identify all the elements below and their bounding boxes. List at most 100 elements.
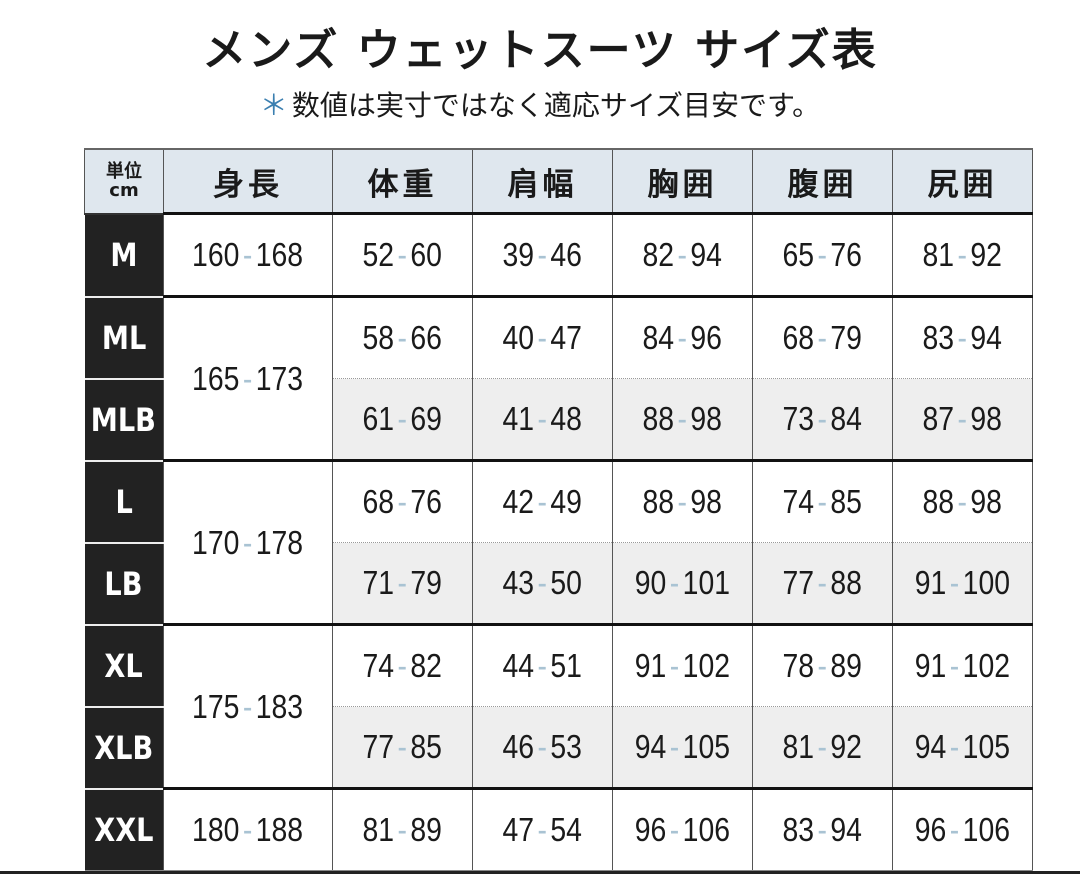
range-max: 100 — [962, 564, 1011, 601]
waist-range: 83-94 — [783, 811, 862, 849]
range-dash: - — [537, 811, 548, 848]
range-min: 77 — [362, 728, 395, 765]
table-row: XXL 180-188 81-89 47-54 96-106 83-94 96-106 — [84, 787, 1033, 871]
weight-cell: 77-85 — [332, 706, 473, 789]
chest-range: 90-101 — [635, 564, 730, 602]
height-cell: 175-183 — [163, 623, 333, 789]
range-dash: - — [397, 811, 408, 848]
range-max: 102 — [682, 647, 731, 684]
hip-range: 94-105 — [915, 728, 1010, 766]
range-min: 83 — [922, 319, 955, 356]
range-dash: - — [817, 483, 828, 520]
height-range: 180-188 — [192, 811, 303, 849]
range-max: 105 — [682, 728, 731, 765]
weight-cell: 52-60 — [332, 212, 473, 297]
range-max: 98 — [690, 483, 723, 520]
table-row: LB 71-79 43-50 90-101 77-88 91-100 — [84, 542, 1033, 626]
chest-cell: 88-98 — [612, 378, 753, 461]
chest-range: 82-94 — [643, 236, 722, 274]
weight-range: 81-89 — [363, 811, 442, 849]
range-max: 173 — [256, 359, 304, 397]
range-dash: - — [949, 564, 960, 601]
waist-cell: 83-94 — [752, 787, 893, 871]
shoulder-range: 46-53 — [503, 728, 582, 766]
weight-range: 58-66 — [363, 319, 442, 357]
range-min: 78 — [782, 647, 815, 684]
range-min: 94 — [634, 728, 667, 765]
range-min: 61 — [362, 400, 395, 437]
hip-cell: 91-100 — [892, 542, 1033, 625]
range-max: 51 — [550, 647, 583, 684]
height-range: 165-173 — [192, 360, 303, 398]
range-dash: - — [957, 236, 968, 273]
range-max: 82 — [410, 647, 443, 684]
range-min: 175 — [192, 687, 240, 725]
range-min: 96 — [634, 811, 667, 848]
range-max: 69 — [410, 400, 443, 437]
range-dash: - — [537, 564, 548, 601]
range-max: 98 — [690, 400, 723, 437]
range-min: 165 — [192, 359, 240, 397]
unit-label: 単位 — [106, 161, 142, 183]
column-header-waist: 腹囲 — [752, 148, 893, 215]
range-min: 96 — [914, 811, 947, 848]
chest-range: 88-98 — [643, 400, 722, 438]
size-label-cell: XXL — [84, 787, 164, 871]
size-note: ＊数値は実寸ではなく適応サイズ目安です。 — [0, 84, 1080, 124]
range-min: 68 — [362, 483, 395, 520]
header-row: 単位 cm 身長 体重 肩幅 胸囲 腹囲 尻囲 — [84, 148, 1033, 215]
shoulder-range: 47-54 — [503, 811, 582, 849]
range-min: 82 — [642, 236, 675, 273]
range-dash: - — [669, 564, 680, 601]
range-min: 91 — [634, 647, 667, 684]
waist-range: 78-89 — [783, 647, 862, 685]
range-max: 46 — [550, 236, 583, 273]
range-min: 160 — [192, 236, 240, 273]
height-cell: 160-168 — [163, 212, 333, 297]
table-row: MLB 61-69 41-48 88-98 73-84 87-98 — [84, 378, 1033, 462]
shoulder-cell: 41-48 — [472, 378, 613, 461]
shoulder-cell: 40-47 — [472, 295, 613, 379]
range-max: 54 — [550, 811, 583, 848]
range-max: 105 — [962, 728, 1011, 765]
range-dash: - — [949, 728, 960, 765]
range-dash: - — [949, 647, 960, 684]
shoulder-range: 39-46 — [503, 236, 582, 274]
hip-cell: 83-94 — [892, 295, 1033, 379]
range-max: 96 — [690, 319, 723, 356]
range-min: 68 — [782, 319, 815, 356]
weight-range: 61-69 — [363, 400, 442, 438]
range-min: 44 — [502, 647, 535, 684]
chest-cell: 88-98 — [612, 459, 753, 543]
height-range: 170-178 — [192, 524, 303, 562]
range-max: 49 — [550, 483, 583, 520]
range-max: 60 — [410, 236, 443, 273]
range-min: 42 — [502, 483, 535, 520]
hip-cell: 87-98 — [892, 378, 1033, 461]
range-dash: - — [537, 483, 548, 520]
range-max: 85 — [830, 483, 863, 520]
height-cell: 165-173 — [163, 295, 333, 461]
range-min: 87 — [922, 400, 955, 437]
range-dash: - — [957, 400, 968, 437]
range-min: 83 — [782, 811, 815, 848]
range-max: 106 — [682, 811, 731, 848]
range-max: 79 — [830, 319, 863, 356]
waist-range: 68-79 — [783, 319, 862, 357]
range-max: 102 — [962, 647, 1011, 684]
range-max: 88 — [830, 564, 863, 601]
range-min: 94 — [914, 728, 947, 765]
weight-range: 74-82 — [363, 647, 442, 685]
range-min: 81 — [782, 728, 815, 765]
range-min: 81 — [922, 236, 955, 273]
range-min: 180 — [192, 811, 240, 848]
range-min: 39 — [502, 236, 535, 273]
range-max: 66 — [410, 319, 443, 356]
height-range: 175-183 — [192, 688, 303, 726]
shoulder-cell: 43-50 — [472, 542, 613, 625]
waist-cell: 68-79 — [752, 295, 893, 379]
range-max: 85 — [410, 728, 443, 765]
size-label-cell: L — [84, 459, 164, 544]
weight-cell: 71-79 — [332, 542, 473, 625]
chest-cell: 96-106 — [612, 787, 753, 871]
